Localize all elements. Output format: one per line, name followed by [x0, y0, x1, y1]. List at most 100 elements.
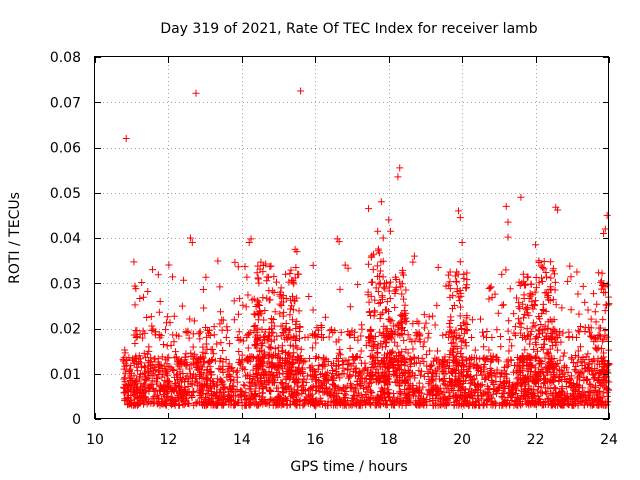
- data-point: [366, 327, 374, 335]
- data-point: [277, 332, 285, 340]
- data-point: [242, 303, 250, 311]
- data-point: [261, 328, 269, 336]
- data-point: [450, 357, 458, 365]
- data-point: [260, 316, 268, 324]
- data-point: [372, 378, 380, 386]
- data-point: [293, 317, 301, 325]
- data-point: [273, 353, 281, 361]
- data-point: [358, 381, 366, 389]
- data-point: [386, 396, 394, 404]
- data-point: [314, 365, 322, 373]
- data-point: [404, 368, 412, 376]
- data-point: [384, 353, 392, 361]
- data-point: [134, 367, 142, 375]
- data-point: [139, 370, 147, 378]
- data-point: [529, 305, 537, 313]
- data-point: [498, 401, 506, 409]
- x-tick-label: 20: [453, 432, 471, 448]
- data-point-outlier: [502, 202, 510, 210]
- data-point: [572, 351, 580, 359]
- data-point: [536, 375, 544, 383]
- data-point: [200, 304, 208, 312]
- data-point-outlier: [532, 241, 540, 249]
- data-point: [593, 345, 601, 353]
- data-point: [199, 343, 207, 351]
- data-point: [421, 324, 429, 332]
- data-point: [380, 388, 388, 396]
- data-point: [389, 389, 397, 397]
- data-point: [349, 394, 357, 402]
- data-point: [531, 322, 539, 330]
- data-point-outlier: [394, 173, 402, 181]
- data-point: [241, 382, 249, 390]
- data-point: [575, 310, 583, 318]
- data-point: [167, 364, 175, 372]
- data-point: [222, 333, 230, 341]
- data-point: [289, 277, 297, 285]
- data-point: [521, 346, 529, 354]
- data-point: [398, 290, 406, 298]
- data-point: [568, 382, 576, 390]
- data-point: [346, 344, 354, 352]
- data-point: [429, 312, 437, 320]
- data-point: [552, 390, 560, 398]
- data-point-outlier: [247, 235, 255, 243]
- data-point: [446, 350, 454, 358]
- data-point: [184, 327, 192, 335]
- data-point: [181, 353, 189, 361]
- y-tick-label: 0.01: [50, 367, 81, 383]
- data-point: [399, 324, 407, 332]
- data-point: [245, 385, 253, 393]
- data-point: [457, 344, 465, 352]
- data-point: [576, 343, 584, 351]
- data-point: [546, 283, 554, 291]
- data-point: [539, 300, 547, 308]
- data-point: [508, 342, 516, 350]
- data-point: [393, 369, 401, 377]
- data-point: [149, 367, 157, 375]
- data-point: [538, 310, 546, 318]
- data-point: [548, 379, 556, 387]
- data-point: [555, 366, 563, 374]
- data-point: [559, 329, 567, 337]
- data-point: [453, 285, 461, 293]
- data-point: [549, 401, 557, 409]
- data-point: [441, 381, 449, 389]
- data-point: [228, 382, 236, 390]
- data-point: [140, 380, 148, 388]
- data-point: [396, 351, 404, 359]
- data-point: [548, 342, 556, 350]
- data-point: [140, 389, 148, 397]
- data-point: [289, 316, 297, 324]
- data-point: [268, 287, 276, 295]
- data-point: [397, 366, 405, 374]
- data-point: [456, 312, 464, 320]
- data-point: [142, 353, 150, 361]
- data-point: [145, 383, 153, 391]
- data-point: [521, 310, 529, 318]
- data-point: [393, 342, 401, 350]
- data-point: [385, 332, 393, 340]
- data-point: [379, 309, 387, 317]
- data-point: [312, 373, 320, 381]
- data-point: [504, 327, 512, 335]
- data-point: [491, 290, 499, 298]
- data-point: [583, 376, 591, 384]
- data-point: [556, 356, 564, 364]
- data-point: [397, 389, 405, 397]
- data-point-outlier: [385, 216, 393, 224]
- data-point: [389, 347, 397, 355]
- data-point: [365, 393, 373, 401]
- data-point: [463, 269, 471, 277]
- data-point: [554, 346, 562, 354]
- data-point: [259, 366, 267, 374]
- data-point: [548, 317, 556, 325]
- data-point: [392, 284, 400, 292]
- data-point: [244, 291, 252, 299]
- data-point: [384, 375, 392, 383]
- data-point: [246, 358, 254, 366]
- data-point: [383, 401, 391, 409]
- data-point: [148, 384, 156, 392]
- data-point: [524, 399, 532, 407]
- plot-frame: [94, 56, 609, 419]
